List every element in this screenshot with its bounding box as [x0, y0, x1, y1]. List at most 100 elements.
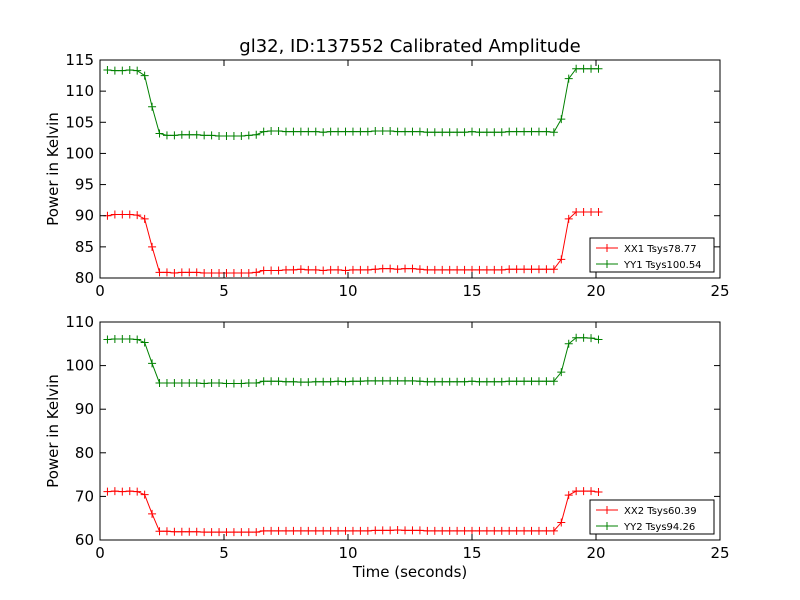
data-point [475, 128, 484, 137]
data-point [244, 269, 253, 278]
data-point [252, 528, 261, 537]
data-point [356, 377, 365, 386]
data-point [557, 368, 566, 377]
data-point [527, 265, 536, 274]
data-point [482, 128, 491, 137]
data-point [415, 377, 424, 386]
y-tick-label: 110 [65, 313, 94, 331]
data-point [430, 526, 439, 535]
data-point [229, 131, 238, 140]
data-point [579, 64, 588, 73]
data-point [192, 130, 201, 139]
data-point [348, 265, 357, 274]
data-point [267, 526, 276, 535]
data-point [534, 265, 543, 274]
data-point [334, 377, 343, 386]
data-point [497, 377, 506, 386]
data-point [415, 265, 424, 274]
data-point [140, 338, 149, 347]
data-point [564, 214, 573, 223]
data-point [334, 265, 343, 274]
data-point [311, 526, 320, 535]
data-point [490, 377, 499, 386]
data-point [185, 130, 194, 139]
data-point [453, 377, 462, 386]
data-point [125, 487, 134, 496]
y-tick-label: 90 [75, 207, 94, 225]
data-point [460, 377, 469, 386]
data-point [215, 379, 224, 388]
data-point [162, 268, 171, 277]
x-axis-label: Time (seconds) [352, 563, 468, 581]
data-point [408, 127, 417, 136]
charts: gl32, ID:137552 Calibrated Amplitude Powe… [44, 36, 730, 581]
data-point [244, 379, 253, 388]
data-point [497, 265, 506, 274]
data-point [482, 377, 491, 386]
plot-area [103, 64, 603, 278]
data-point [296, 127, 305, 136]
data-point [430, 377, 439, 386]
data-point [319, 128, 328, 137]
data-point [490, 128, 499, 137]
data-point [274, 127, 283, 136]
data-point [527, 127, 536, 136]
data-point [386, 264, 395, 273]
data-point [475, 526, 484, 535]
legend-label: XX2 Tsys60.39 [624, 506, 697, 517]
data-point [557, 518, 566, 527]
data-point [415, 526, 424, 535]
y-axis-label: Power in Kelvin [44, 112, 62, 226]
data-point [348, 526, 357, 535]
data-point [304, 127, 313, 136]
data-point [579, 207, 588, 216]
data-point [594, 207, 603, 216]
data-point [527, 526, 536, 535]
axes-frame [99, 321, 721, 541]
data-point [438, 526, 447, 535]
data-point [505, 265, 514, 274]
data-point [222, 528, 231, 537]
x-tick-label: 20 [586, 544, 605, 562]
data-point [192, 268, 201, 277]
data-point [438, 377, 447, 386]
chart-2: Power in Kelvin Time (seconds) 0 5 10 15 20 25 6… [44, 313, 730, 581]
data-point [549, 526, 558, 535]
plot-area [103, 333, 603, 537]
data-point [497, 128, 506, 137]
data-point [311, 127, 320, 136]
data-point [371, 265, 380, 274]
data-point [430, 265, 439, 274]
data-point [222, 131, 231, 140]
data-point [594, 335, 603, 344]
legend-marker [603, 522, 611, 530]
chart-1: gl32, ID:137552 Calibrated Amplitude Powe… [44, 36, 730, 300]
data-point [207, 379, 216, 388]
data-point [155, 129, 164, 138]
x-tick-label: 15 [462, 544, 481, 562]
data-point [445, 265, 454, 274]
x-tick-label: 5 [219, 282, 229, 300]
data-point [415, 127, 424, 136]
data-point [207, 131, 216, 140]
data-point [505, 127, 514, 136]
data-point [207, 528, 216, 537]
data-point [334, 526, 343, 535]
data-point [170, 379, 179, 388]
data-point [371, 127, 380, 136]
x-tick-label: 25 [710, 544, 729, 562]
data-point [252, 379, 261, 388]
data-point [170, 131, 179, 140]
data-point [520, 377, 529, 386]
data-point [311, 265, 320, 274]
data-point [348, 127, 357, 136]
data-point [296, 526, 305, 535]
x-tick-label: 0 [95, 544, 105, 562]
data-point [542, 526, 551, 535]
data-point [512, 127, 521, 136]
x-tick-label: 0 [95, 282, 105, 300]
data-point [237, 379, 246, 388]
data-point [304, 378, 313, 387]
data-point [215, 528, 224, 537]
